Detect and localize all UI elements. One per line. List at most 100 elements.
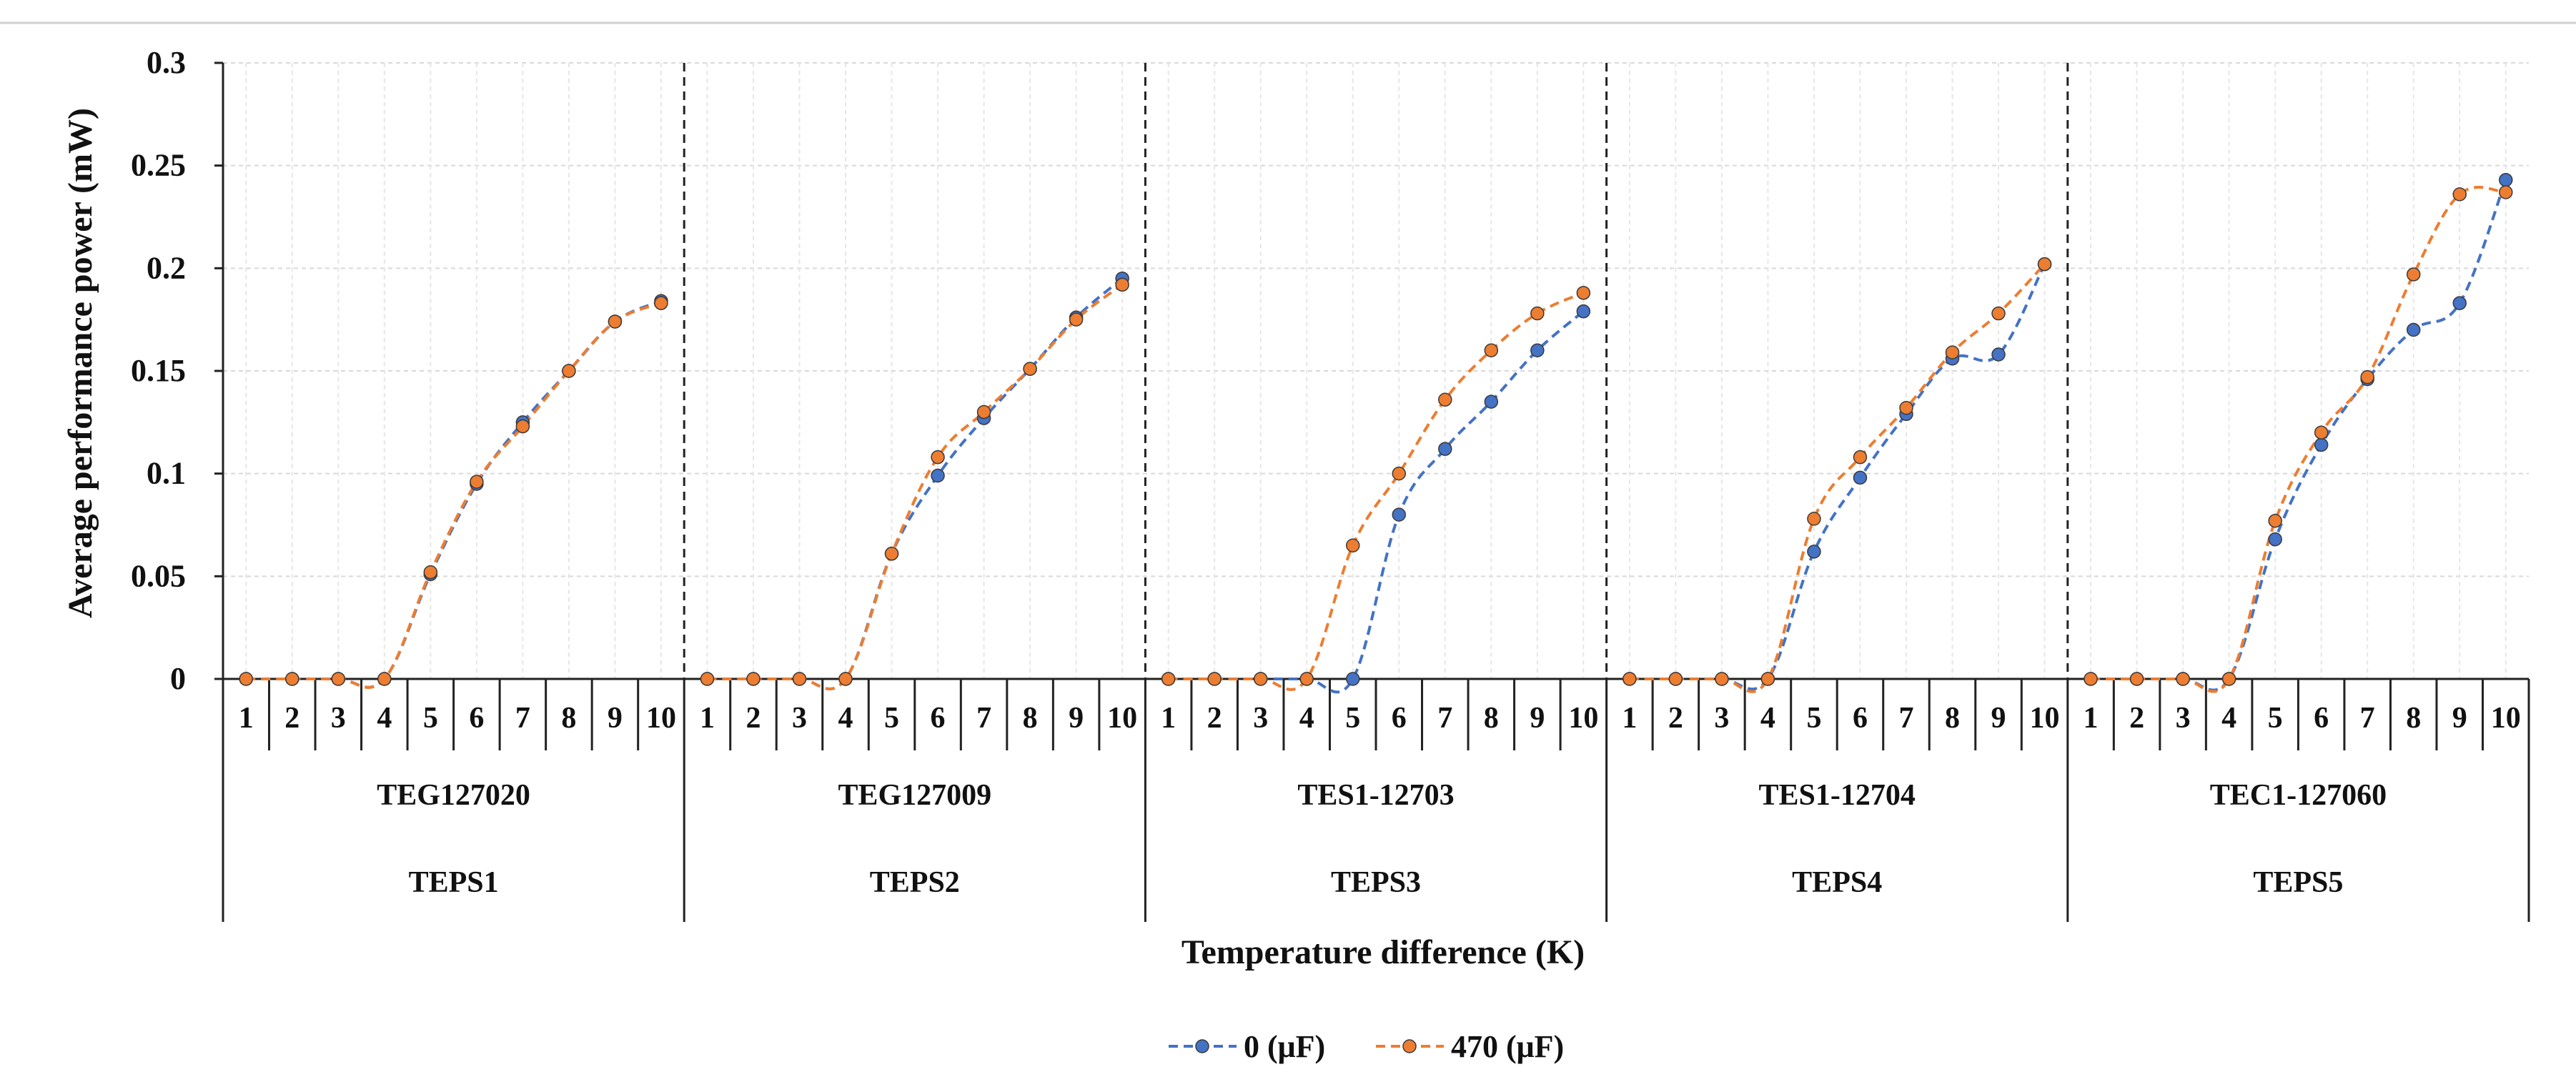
x-category-label: 7 xyxy=(2360,702,2375,735)
x-category-label: 8 xyxy=(561,702,576,735)
series-470uf-point xyxy=(1760,672,1775,686)
series-470uf-point xyxy=(1991,306,2006,321)
series-470uf-point xyxy=(1161,672,1176,686)
series-470uf-point xyxy=(1530,306,1545,321)
x-category-label: 6 xyxy=(1392,702,1407,735)
series-470uf-point xyxy=(2176,672,2190,686)
x-category-labels: 1 2 3 4 5 6 7 8 9 10 1 2 3 4 5 6 7 8 9 10 1 2 3 4 5 6 7 8 9 10 1 2 3 4 5 6 7… xyxy=(239,702,2521,735)
series-0uf-point xyxy=(2314,437,2329,452)
legend: 0 (μF) 470 (μF) xyxy=(1169,1029,1564,1064)
series-0uf-point xyxy=(1345,672,1360,686)
series-470uf-line xyxy=(1629,263,2046,693)
x-category-label: 1 xyxy=(1161,702,1176,735)
series-470uf-point xyxy=(792,672,807,686)
series-0uf-point xyxy=(1576,304,1591,319)
series-470uf-point xyxy=(2498,185,2513,199)
y-tick-label: 0.25 xyxy=(131,148,186,183)
series xyxy=(239,173,2513,694)
x-category-label: 6 xyxy=(1853,702,1868,735)
series-470uf-point xyxy=(515,419,530,434)
series-470uf-point xyxy=(377,672,392,686)
x-category-label: 3 xyxy=(1714,702,1729,735)
x-category-label: 4 xyxy=(2221,702,2236,735)
series-470uf-point xyxy=(1069,312,1084,327)
x-category-label: 8 xyxy=(2406,702,2421,735)
series-0uf-point xyxy=(2406,322,2421,337)
series-470uf-point xyxy=(608,314,623,329)
x-category-label: 2 xyxy=(1668,702,1683,735)
series-470uf-point xyxy=(2129,672,2144,686)
x-category-label: 10 xyxy=(2030,702,2060,735)
x-category-label: 1 xyxy=(700,702,715,735)
series-470uf-point xyxy=(285,672,299,686)
series-470uf-point xyxy=(470,475,484,489)
legend-470uf-marker xyxy=(1402,1039,1417,1053)
group-name-label: TEPS2 xyxy=(870,866,960,899)
series-470uf-point xyxy=(654,296,668,310)
series-470uf-point xyxy=(884,546,899,561)
group-module-label: TES1-12704 xyxy=(1759,779,1916,812)
group-name-label: TEPS1 xyxy=(409,866,499,899)
series-470uf-point xyxy=(1715,672,1729,686)
y-tick-label: 0.05 xyxy=(131,558,186,593)
series-0uf-point xyxy=(1484,394,1499,409)
x-category-label: 6 xyxy=(2314,702,2329,735)
series-470uf-point xyxy=(2268,514,2282,528)
x-category-label: 2 xyxy=(284,702,299,735)
series-0uf-line xyxy=(1629,263,2046,691)
series-470uf-point xyxy=(2314,425,2329,440)
series-470uf-point xyxy=(1899,400,1913,415)
series-470uf-point xyxy=(1392,466,1407,481)
group-module-label: TEG127020 xyxy=(377,779,530,812)
series-0uf-point xyxy=(1991,347,2006,362)
series-470uf-point xyxy=(331,672,346,686)
y-axis-title: Average performance power (mW) xyxy=(61,108,99,618)
x-category-label: 5 xyxy=(2268,702,2283,735)
x-category-label: 10 xyxy=(1568,702,1598,735)
group-name-label: TEPS5 xyxy=(2253,866,2343,899)
series-470uf-point xyxy=(1253,672,1268,686)
series-470uf-point xyxy=(2360,369,2374,384)
group-name-label: TEPS4 xyxy=(1792,866,1882,899)
x-axis-title: Temperature difference (K) xyxy=(1182,933,1585,971)
series-470uf-point xyxy=(1345,538,1360,552)
x-category-label: 1 xyxy=(1622,702,1637,735)
x-category-label: 9 xyxy=(2452,702,2467,735)
x-category-label: 3 xyxy=(331,702,346,735)
series-470uf-point xyxy=(1807,512,1821,526)
series-470uf-point xyxy=(1207,672,1222,686)
x-category-label: 5 xyxy=(1345,702,1360,735)
series-470uf-point xyxy=(838,672,853,686)
series-0uf-point xyxy=(2268,532,2282,547)
x-category-label: 3 xyxy=(1253,702,1268,735)
x-category-label: 8 xyxy=(1945,702,1960,735)
series-470uf-point xyxy=(2037,257,2052,272)
series-470uf-point xyxy=(562,364,576,378)
x-category-label: 7 xyxy=(976,702,991,735)
series-470uf-point xyxy=(239,672,254,686)
series-470uf-line xyxy=(1168,291,1585,691)
x-category-label: 3 xyxy=(792,702,807,735)
x-category-label: 10 xyxy=(2491,702,2521,735)
series-0uf-line xyxy=(246,299,662,689)
series-0uf-point xyxy=(1438,442,1452,456)
series-470uf-point xyxy=(931,450,945,465)
series-470uf-point xyxy=(1853,450,1868,465)
series-470uf-point xyxy=(423,565,438,580)
series-0uf-line xyxy=(707,277,1124,690)
series-470uf-point xyxy=(2084,672,2098,686)
legend-0uf-marker xyxy=(1195,1039,1209,1053)
group-module-label: TES1-12703 xyxy=(1297,779,1454,812)
x-category-label: 7 xyxy=(1437,702,1452,735)
series-470uf-point xyxy=(1576,286,1591,300)
series-0uf-line xyxy=(2091,179,2507,692)
x-category-label: 4 xyxy=(377,702,392,735)
series-470uf-line xyxy=(707,283,1124,690)
x-category-label: 9 xyxy=(1530,702,1545,735)
x-category-label: 10 xyxy=(1107,702,1137,735)
series-470uf-point xyxy=(1115,277,1129,292)
series-470uf-point xyxy=(1945,345,1960,359)
series-470uf-point xyxy=(1484,343,1499,358)
series-470uf-point xyxy=(2452,187,2467,202)
